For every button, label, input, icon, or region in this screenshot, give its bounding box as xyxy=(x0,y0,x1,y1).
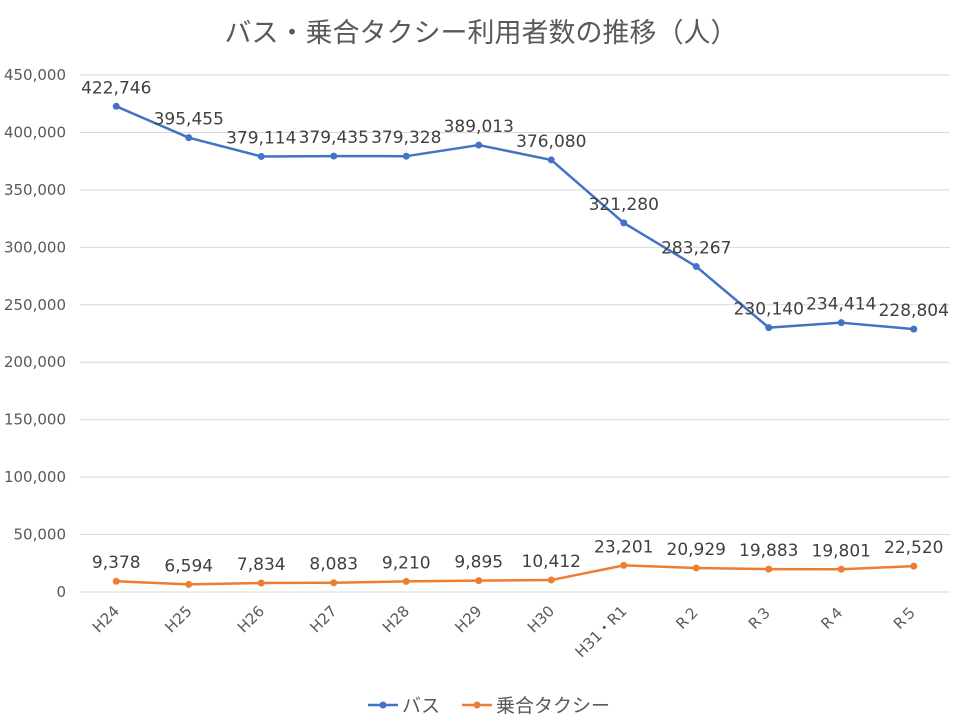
y-tick-label: 450,000 xyxy=(4,66,66,84)
data-point xyxy=(475,577,483,585)
data-point xyxy=(837,565,845,573)
legend-label: バス xyxy=(402,695,440,717)
data-label: 9,378 xyxy=(92,553,141,573)
data-point xyxy=(112,577,120,585)
data-point xyxy=(620,561,628,569)
data-label: 234,414 xyxy=(806,295,876,315)
data-point xyxy=(765,565,773,573)
x-axis-ticks: H24 H25 H26 H27 H28 H29 H30 H31・R1 R２ R３ R４ R５ xyxy=(89,602,921,661)
data-label: 9,210 xyxy=(382,553,431,573)
y-tick-label: 100,000 xyxy=(4,468,66,486)
y-tick-label: 400,000 xyxy=(4,123,66,141)
data-point xyxy=(330,579,338,587)
data-label: 228,804 xyxy=(879,301,949,321)
data-label: 379,435 xyxy=(299,128,369,148)
x-tick-label: R２ xyxy=(672,602,703,633)
series-layer xyxy=(112,102,918,588)
y-tick-label: 0 xyxy=(56,583,66,601)
legend: バス 乗合タクシー xyxy=(368,695,610,717)
data-label: 9,895 xyxy=(454,553,503,573)
y-tick-label: 150,000 xyxy=(4,411,66,429)
chart-title: バス・乗合タクシー利用者数の推移（人） xyxy=(225,18,738,49)
series-line xyxy=(116,564,914,586)
series-line xyxy=(115,105,914,331)
data-point xyxy=(402,577,410,585)
y-tick-label: 350,000 xyxy=(4,181,66,199)
data-point xyxy=(910,325,918,333)
x-tick-label: H25 xyxy=(161,602,195,636)
data-point xyxy=(547,576,555,584)
data-label: 19,801 xyxy=(812,541,871,561)
data-point xyxy=(112,102,120,110)
data-label: 230,140 xyxy=(734,300,804,320)
data-point xyxy=(765,324,773,332)
x-tick-label: H28 xyxy=(379,602,413,636)
data-label: 22,520 xyxy=(884,538,943,558)
x-tick-label: H27 xyxy=(306,602,340,636)
data-label: 395,455 xyxy=(154,110,224,130)
x-tick-label: R４ xyxy=(817,602,848,633)
x-tick-label: H29 xyxy=(451,602,485,636)
y-axis-ticks: 0 50,000 100,000 150,000 200,000 250,000 300,0… xyxy=(4,66,66,601)
x-tick-label: H30 xyxy=(524,602,558,636)
data-point xyxy=(692,564,700,572)
data-point xyxy=(837,319,845,327)
data-point xyxy=(475,141,483,149)
legend-item: バス xyxy=(368,695,440,717)
data-point xyxy=(185,134,193,142)
data-label: 379,114 xyxy=(226,128,296,148)
data-label: 8,083 xyxy=(309,555,358,575)
y-tick-label: 50,000 xyxy=(14,526,67,544)
data-point xyxy=(402,152,410,160)
legend-item: 乗合タクシー xyxy=(462,695,610,717)
data-point xyxy=(547,156,555,164)
data-point xyxy=(185,580,193,588)
x-tick-label: H24 xyxy=(89,602,123,636)
legend-marker xyxy=(379,701,387,709)
gridlines xyxy=(80,74,950,593)
data-label: 379,328 xyxy=(371,128,441,148)
data-label: 19,883 xyxy=(739,541,798,561)
data-point xyxy=(620,219,628,227)
legend-marker xyxy=(473,701,481,709)
data-label: 7,834 xyxy=(237,555,286,575)
data-label: 376,080 xyxy=(516,132,586,152)
data-label: 422,746 xyxy=(81,78,151,98)
y-tick-label: 300,000 xyxy=(4,238,66,256)
data-label: 6,594 xyxy=(164,556,213,576)
data-label: 321,280 xyxy=(589,195,659,215)
data-label: 20,929 xyxy=(667,540,726,560)
data-point xyxy=(910,562,918,570)
y-tick-label: 250,000 xyxy=(4,296,66,314)
y-tick-label: 200,000 xyxy=(4,353,66,371)
data-point xyxy=(257,579,265,587)
legend-label: 乗合タクシー xyxy=(496,695,610,717)
x-tick-label: R３ xyxy=(745,602,776,633)
data-label: 23,201 xyxy=(594,537,653,557)
x-tick-label: H31・R1 xyxy=(572,602,631,661)
data-point xyxy=(692,263,700,271)
x-tick-label: R５ xyxy=(890,602,921,633)
series-shared-taxi xyxy=(112,561,918,588)
data-point xyxy=(330,152,338,160)
data-label: 283,267 xyxy=(661,239,731,259)
data-label: 10,412 xyxy=(522,552,581,572)
x-tick-label: H26 xyxy=(234,602,268,636)
data-label: 389,013 xyxy=(444,117,514,137)
series-bus xyxy=(112,102,918,333)
data-point xyxy=(257,152,265,160)
